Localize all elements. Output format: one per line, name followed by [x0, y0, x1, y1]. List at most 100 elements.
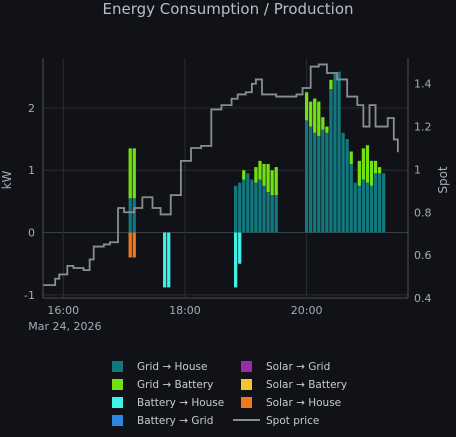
y-tick-label: 2: [28, 102, 35, 115]
bar-grid_battery: [258, 160, 262, 180]
bar-grid_house: [349, 163, 353, 233]
bar-grid_house: [365, 182, 370, 233]
bar-solar_house: [128, 232, 132, 258]
x-tick-label: 18:00: [169, 304, 201, 317]
bar-grid_battery: [309, 101, 313, 127]
legend-label-grid_battery: Grid → Battery: [137, 379, 213, 391]
bar-grid_house: [274, 195, 278, 233]
bar-grid_house: [317, 135, 321, 233]
bar-grid_house: [333, 73, 337, 233]
y-tick-label: 1: [28, 164, 35, 177]
bars-layer: [128, 71, 386, 288]
bar-grid_house: [254, 182, 258, 233]
x-tick-label: 20:00: [291, 304, 323, 317]
bar-grid_house: [250, 179, 254, 233]
y2-tick-label: 1.4: [414, 78, 432, 91]
bar-grid_battery: [349, 151, 353, 164]
bar-grid_house: [353, 182, 357, 233]
legend-swatch-grid_house: [112, 361, 123, 372]
bar-grid_battery: [373, 160, 378, 174]
bar-grid_house: [132, 198, 136, 233]
legend-swatch-battery_house: [112, 397, 123, 408]
y2-tick-label: 0.8: [414, 206, 432, 219]
bar-grid_battery: [317, 101, 321, 136]
bar-grid_battery: [266, 163, 270, 193]
y-tick-label: 0: [28, 227, 35, 240]
bar-grid_house: [369, 185, 374, 233]
y2-axis-label: Spot: [436, 166, 450, 194]
bar-grid_house: [329, 89, 333, 233]
bar-battery_house: [163, 232, 167, 288]
legend-swatch-solar_house: [241, 397, 252, 408]
bar-grid_house: [361, 179, 366, 233]
bar-grid_battery: [369, 160, 374, 186]
bar-grid_house: [304, 120, 309, 233]
legend-swatch-solar_battery: [241, 379, 252, 390]
bar-grid_house: [270, 195, 274, 233]
legend-label-battery_house: Battery → House: [137, 397, 224, 409]
bar-grid_battery: [270, 170, 274, 196]
bar-grid_battery: [274, 167, 278, 196]
bar-grid_house: [258, 179, 262, 233]
legend-label-solar_grid: Solar → Grid: [266, 361, 330, 373]
bar-grid_house: [242, 179, 246, 233]
bar-grid_house: [325, 132, 329, 233]
bar-grid_battery: [321, 117, 325, 130]
legend: Grid → House Solar → Grid Grid → Battery So…: [112, 361, 347, 427]
legend-swatch-grid_battery: [112, 379, 123, 390]
y2-tick-label: 0.4: [414, 292, 432, 305]
bar-grid_house: [345, 139, 349, 233]
bar-grid_battery: [128, 148, 132, 199]
bar-battery_house: [238, 232, 242, 264]
bar-grid_house: [238, 182, 242, 233]
bar-grid_battery: [325, 126, 329, 133]
legend-label-battery_grid: Battery → Grid: [137, 415, 213, 427]
bar-grid_house: [373, 173, 378, 233]
bar-grid_battery: [329, 79, 333, 90]
bar-grid_battery: [365, 145, 370, 183]
legend-label-grid_house: Grid → House: [137, 361, 207, 373]
chart-title: Energy Consumption / Production: [102, 0, 353, 18]
legend-swatch-solar_grid: [241, 361, 252, 372]
spot-line-layer: [43, 63, 399, 287]
bar-grid_house: [234, 185, 238, 233]
bar-grid_house: [382, 173, 386, 233]
y-axis-label: kW: [0, 170, 14, 189]
bar-grid_house: [313, 132, 317, 233]
y-tick-label: -1: [24, 289, 35, 302]
bar-grid_battery: [357, 160, 361, 186]
bar-grid_house: [262, 185, 266, 233]
bar-grid_battery: [313, 98, 317, 133]
bar-grid_battery: [242, 170, 246, 180]
bar-grid_house: [309, 126, 313, 233]
bar-grid_battery: [262, 163, 266, 186]
bar-grid_house: [321, 129, 325, 233]
legend-label-solar_battery: Solar → Battery: [266, 379, 347, 391]
bar-grid_battery: [254, 167, 258, 183]
bar-grid_house: [128, 198, 132, 233]
spot-price-line: [43, 63, 399, 287]
y2-tick-label: 1.2: [414, 121, 432, 134]
bar-grid_battery: [132, 148, 136, 199]
bar-grid_battery: [377, 167, 382, 174]
x-tick-label: 16:00: [47, 304, 79, 317]
bar-grid_house: [337, 71, 341, 233]
y2-tick-label: 1: [414, 163, 421, 176]
bar-solar_house: [132, 232, 136, 258]
bar-grid_house: [357, 185, 361, 233]
bar-grid_house: [246, 173, 250, 233]
bar-grid_battery: [304, 92, 309, 121]
legend-label-spot: Spot price: [266, 415, 319, 427]
bar-battery_house: [234, 232, 238, 288]
legend-swatch-battery_grid: [112, 415, 123, 426]
bar-grid_battery: [361, 148, 366, 180]
y2-tick-label: 0.6: [414, 249, 432, 262]
bar-grid_house: [341, 132, 345, 233]
x-date-label: Mar 24, 2026: [28, 320, 101, 333]
axis-layer: -1 0 1 2 0.4 0.6 0.8 1 1.2 1.4 16:00 Mar 24, 2026 18…: [24, 58, 432, 333]
bar-battery_house: [167, 232, 171, 288]
bar-grid_house: [377, 173, 382, 233]
